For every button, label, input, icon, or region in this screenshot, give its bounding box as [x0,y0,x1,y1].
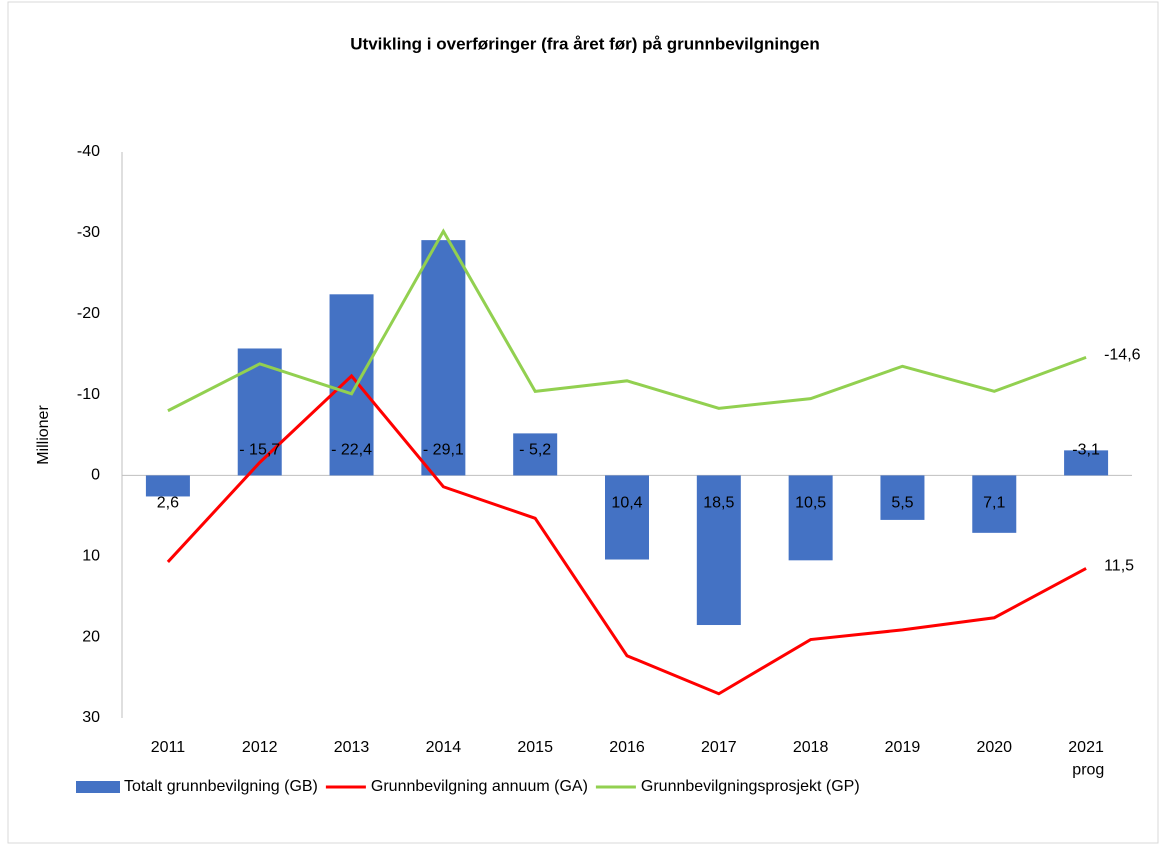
x-tick-label: 2013 [334,739,370,756]
x-tick-label: 2014 [426,739,462,756]
bar [329,294,374,476]
y-tick-label: 20 [82,628,100,645]
data-label: 10,5 [795,495,826,512]
bar [1064,450,1109,476]
y-tick-label: -20 [77,305,100,322]
legend-label: Totalt grunnbevilgning (GB) [124,778,318,795]
data-label: 10,4 [611,495,642,512]
x-tick-label: 2019 [885,739,921,756]
data-label: - 15,7 [239,442,280,459]
data-label: 11,5 [1104,558,1134,575]
chart-title: Utvikling i overføringer (fra året før) … [350,34,819,53]
x-tick-label: 2016 [609,739,645,756]
x-tick-label: 2015 [517,739,553,756]
x-tick-label: 2018 [793,739,829,756]
bar [421,240,466,476]
y-tick-label: 30 [82,709,100,726]
x-tick-label: 2011 [151,739,186,756]
legend-label: Grunnbevilgningsprosjekt (GP) [641,778,860,795]
bar [788,475,833,561]
data-label: 2,6 [157,495,179,512]
y-axis-label: Millioner [35,405,52,465]
data-label: 18,5 [703,495,734,512]
line [167,228,1087,413]
legend-swatch [76,781,120,793]
data-label: -3,1 [1072,442,1100,459]
data-label: 7,1 [983,495,1005,512]
y-tick-label: 10 [82,548,100,565]
legend-label: Grunnbevilgning annuum (GA) [371,778,588,795]
y-tick-label: -40 [77,143,100,160]
bar [145,475,190,497]
bar [696,475,741,626]
y-tick-label: -10 [77,386,100,403]
chart-frame [7,1,1159,844]
bar [880,475,925,520]
data-label: -14,6 [1104,347,1141,364]
data-label: - 5,2 [519,442,551,459]
bar [513,433,558,476]
x-tick-label: 2017 [701,739,737,756]
bar [605,475,649,560]
x-tick-label: 2012 [242,739,278,756]
x-tick-label: 2020 [976,739,1012,756]
y-tick-label: 0 [91,467,100,484]
x-tick-label: 2021 prog [1068,739,1104,778]
bar [972,475,1017,533]
data-label: 5,5 [891,495,913,512]
y-tick-label: -30 [77,224,100,241]
data-label: - 22,4 [331,442,372,459]
line [166,373,1087,696]
data-label: - 29,1 [423,442,464,459]
